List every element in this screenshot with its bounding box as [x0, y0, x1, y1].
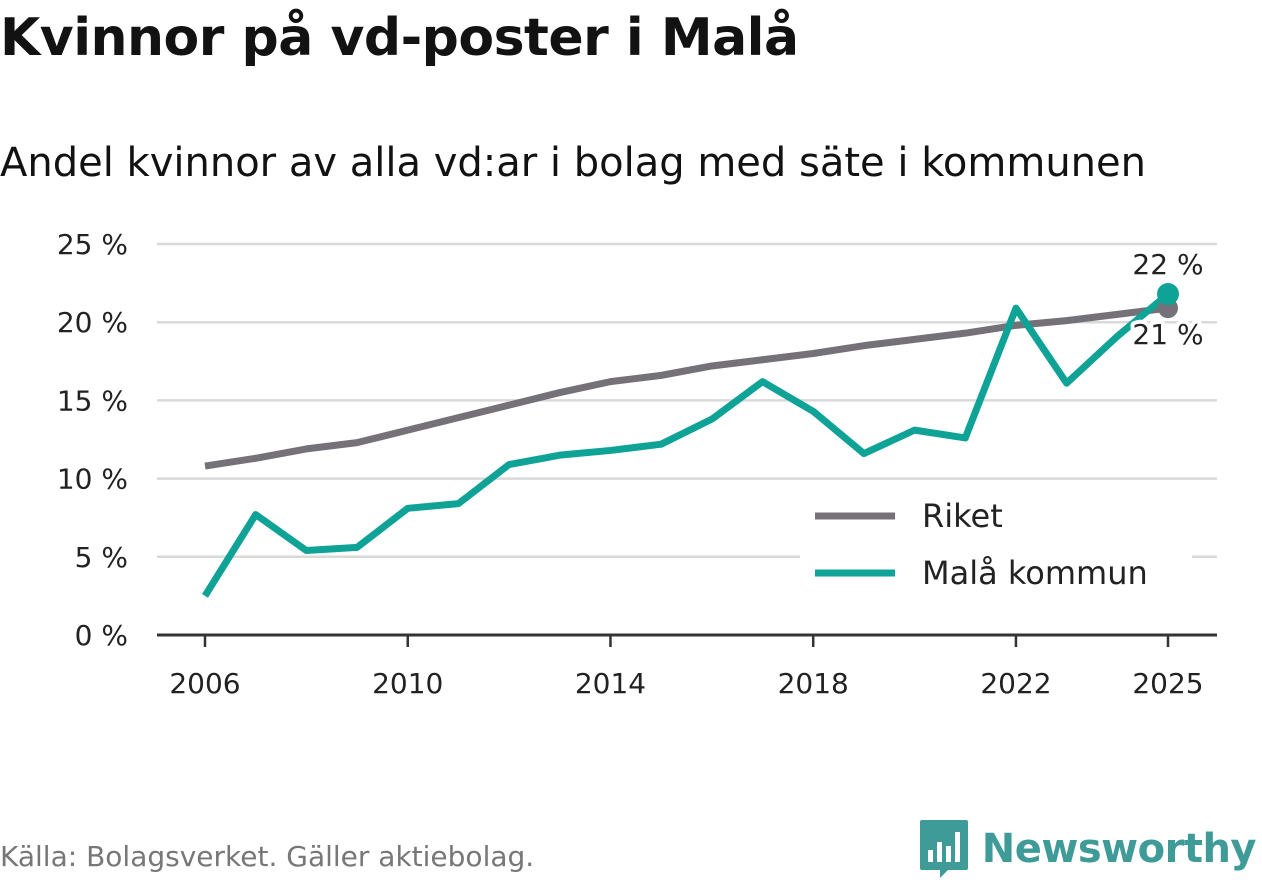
x-tick-label: 2025: [1132, 667, 1203, 700]
y-tick-label: 0 %: [75, 619, 128, 652]
x-axis: [157, 633, 1217, 647]
x-tick-label: 2014: [575, 667, 646, 700]
x-tick-label: 2018: [778, 667, 849, 700]
y-tick-label: 10 %: [57, 463, 128, 496]
chart-title: Kvinnor på vd-poster i Malå: [0, 8, 799, 68]
series-line-riket: [204, 304, 1169, 470]
newsworthy-logo-icon: [919, 820, 968, 878]
end-labels: 22 % 21 %: [1128, 244, 1207, 355]
y-tick-label: 25 %: [57, 228, 128, 261]
y-axis-tick-labels: 0 % 5 % 10 % 15 % 20 % 25 %: [57, 228, 128, 652]
legend: Riket Malå kommun: [800, 492, 1192, 602]
x-axis-tick-labels: 2006 2010 2014 2018 2022 2025: [169, 667, 1203, 700]
y-tick-label: 5 %: [75, 541, 128, 574]
x-tick-label: 2006: [169, 667, 240, 700]
newsworthy-logo: Newsworthy: [918, 818, 1257, 880]
chart-subtitle: Andel kvinnor av alla vd:ar i bolag med …: [0, 140, 1146, 186]
x-tick-label: 2022: [980, 667, 1051, 700]
end-label-mala: 22 %: [1132, 248, 1203, 281]
end-point-mala: [1157, 283, 1179, 306]
y-tick-label: 20 %: [57, 306, 128, 339]
end-label-riket: 21 %: [1132, 318, 1203, 351]
legend-label-mala: Malå kommun: [922, 554, 1148, 592]
source-note: Källa: Bolagsverket. Gäller aktiebolag.: [0, 840, 535, 873]
y-tick-label: 15 %: [57, 384, 128, 417]
series-lines: [202, 283, 1179, 598]
legend-background: [800, 492, 1192, 602]
series-line-mala: [202, 291, 1171, 598]
legend-label-riket: Riket: [922, 497, 1003, 535]
brand-name: Newsworthy: [981, 826, 1257, 872]
x-tick-label: 2010: [372, 667, 443, 700]
